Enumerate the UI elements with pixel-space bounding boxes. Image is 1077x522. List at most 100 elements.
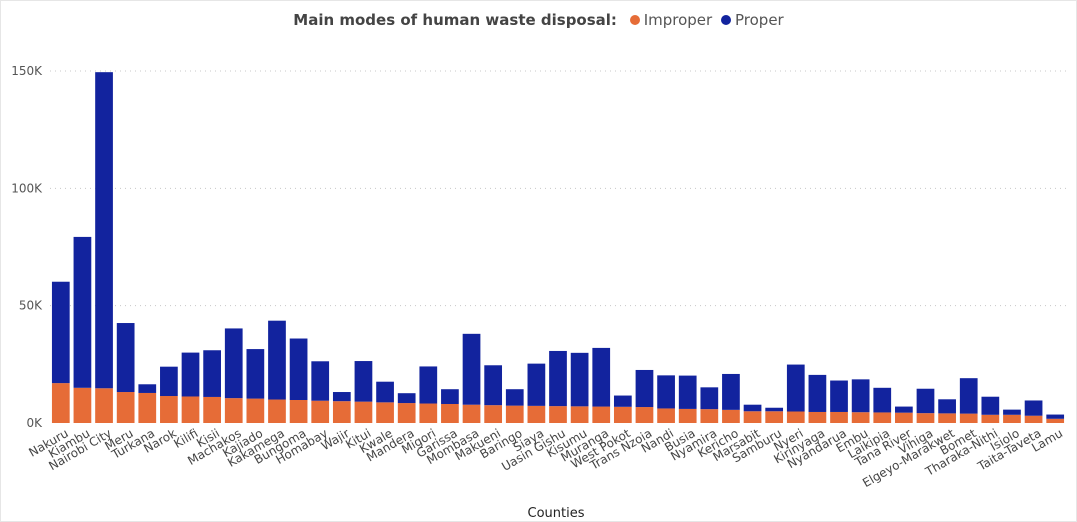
bar-improper-kisii[interactable] xyxy=(203,396,221,423)
bar-improper-trans-nzoia[interactable] xyxy=(635,407,654,423)
bar-improper-nyandarua[interactable] xyxy=(830,411,848,423)
bar-improper-garissa[interactable] xyxy=(441,403,459,423)
bar-improper-mombasa[interactable] xyxy=(462,404,481,423)
bar-proper-meru[interactable] xyxy=(116,323,135,393)
bar-improper-samburu[interactable] xyxy=(765,411,784,423)
bar-improper-laikipia[interactable] xyxy=(873,412,892,423)
bar-proper-taita-taveta[interactable] xyxy=(1024,400,1043,416)
bar-proper-marsabit[interactable] xyxy=(743,404,762,412)
bar-improper-lamu[interactable] xyxy=(1046,418,1065,423)
bar-improper-uasin-gishu[interactable] xyxy=(549,406,567,423)
bar-proper-uasin-gishu[interactable] xyxy=(549,350,567,407)
bar-improper-kakamega[interactable] xyxy=(268,399,286,423)
bar-improper-kiambu[interactable] xyxy=(73,387,92,423)
bar-improper-nairobi-city[interactable] xyxy=(95,388,113,423)
legend-proper-swatch[interactable] xyxy=(721,15,731,25)
bar-improper-nandi[interactable] xyxy=(657,408,675,423)
bar-proper-garissa[interactable] xyxy=(441,389,459,404)
bar-improper-meru[interactable] xyxy=(116,392,135,423)
bar-improper-kirinyaga[interactable] xyxy=(808,411,827,423)
bar-improper-baringo[interactable] xyxy=(505,405,524,423)
bar-proper-nyandarua[interactable] xyxy=(830,380,848,412)
bar-improper-muranga[interactable] xyxy=(592,406,611,423)
legend-improper-swatch[interactable] xyxy=(629,15,640,25)
bar-proper-lamu[interactable] xyxy=(1046,414,1065,419)
bar-proper-nyeri[interactable] xyxy=(786,364,805,412)
bar-improper-narok[interactable] xyxy=(160,396,178,423)
bar-improper-kericho[interactable] xyxy=(722,409,740,423)
bar-improper-kilifi[interactable] xyxy=(181,396,200,423)
bar-improper-homabay[interactable] xyxy=(311,400,330,423)
bar-improper-vihiga[interactable] xyxy=(916,413,935,423)
bar-proper-homabay[interactable] xyxy=(311,361,330,401)
bar-proper-kisumu[interactable] xyxy=(570,352,589,407)
bar-proper-nairobi-city[interactable] xyxy=(95,72,113,389)
bar-proper-nakuru[interactable] xyxy=(51,281,70,384)
bar-proper-kwale[interactable] xyxy=(376,381,394,403)
bar-proper-tana-river[interactable] xyxy=(895,406,913,413)
bar-proper-embu[interactable] xyxy=(851,379,870,413)
bar-improper-nyamira[interactable] xyxy=(700,409,719,423)
bar-improper-wajir[interactable] xyxy=(332,401,351,423)
bar-proper-muranga[interactable] xyxy=(592,347,611,407)
bar-proper-makueni[interactable] xyxy=(484,365,503,406)
bar-proper-bungoma[interactable] xyxy=(289,338,308,401)
bar-improper-taita-taveta[interactable] xyxy=(1024,415,1043,423)
bar-improper-nyeri[interactable] xyxy=(786,411,805,423)
bar-improper-mandera[interactable] xyxy=(397,403,416,423)
bar-proper-baringo[interactable] xyxy=(505,389,524,406)
bar-improper-kwale[interactable] xyxy=(376,402,394,423)
bar-proper-kitui[interactable] xyxy=(354,361,373,402)
bar-improper-kitui[interactable] xyxy=(354,401,373,423)
bar-proper-mandera[interactable] xyxy=(397,393,416,404)
bar-improper-bungoma[interactable] xyxy=(289,400,308,423)
bar-proper-siaya[interactable] xyxy=(527,363,546,406)
bar-proper-tharaka-nithi[interactable] xyxy=(981,396,1000,415)
legend-improper-label[interactable]: Improper xyxy=(643,11,713,29)
bar-proper-vihiga[interactable] xyxy=(916,388,935,414)
bar-improper-machakos[interactable] xyxy=(224,398,243,423)
bar-proper-turkana[interactable] xyxy=(138,384,157,393)
bar-proper-machakos[interactable] xyxy=(224,328,243,399)
bar-proper-wajir[interactable] xyxy=(332,392,351,402)
y-axis: 0K 50K 100K 150K xyxy=(11,64,43,430)
bar-improper-west-pokot[interactable] xyxy=(613,406,632,423)
bar-proper-kericho[interactable] xyxy=(722,373,740,410)
bar-proper-busia[interactable] xyxy=(678,375,697,409)
bar-proper-kirinyaga[interactable] xyxy=(808,374,827,412)
bar-proper-mombasa[interactable] xyxy=(462,333,481,405)
bar-improper-siaya[interactable] xyxy=(527,405,546,423)
bar-proper-kajiado[interactable] xyxy=(246,349,265,399)
bar-improper-busia[interactable] xyxy=(678,408,697,423)
bar-improper-turkana[interactable] xyxy=(138,392,157,423)
bar-proper-west-pokot[interactable] xyxy=(613,395,632,407)
bar-improper-kisumu[interactable] xyxy=(570,406,589,423)
bar-improper-nakuru[interactable] xyxy=(51,383,70,423)
bar-proper-elgeyo-marakwet[interactable] xyxy=(938,399,956,414)
bar-proper-kilifi[interactable] xyxy=(181,352,200,397)
bar-proper-nandi[interactable] xyxy=(657,375,675,409)
bar-proper-samburu[interactable] xyxy=(765,407,784,412)
bar-improper-kajiado[interactable] xyxy=(246,398,265,423)
bar-proper-migori[interactable] xyxy=(419,366,438,404)
bar-improper-marsabit[interactable] xyxy=(743,411,762,423)
bar-proper-kakamega[interactable] xyxy=(268,320,286,400)
bar-improper-isiolo[interactable] xyxy=(1003,414,1021,423)
bar-improper-tharaka-nithi[interactable] xyxy=(981,414,1000,423)
bar-improper-tana-river[interactable] xyxy=(895,412,913,423)
bar-proper-kisii[interactable] xyxy=(203,350,221,397)
legend-proper-label[interactable]: Proper xyxy=(735,11,784,29)
bar-improper-embu[interactable] xyxy=(851,412,870,423)
bar-improper-migori[interactable] xyxy=(419,403,438,423)
bar-proper-trans-nzoia[interactable] xyxy=(635,369,654,408)
bar-proper-laikipia[interactable] xyxy=(873,387,892,413)
bar-proper-kiambu[interactable] xyxy=(73,236,92,388)
bar-improper-bomet[interactable] xyxy=(959,413,978,423)
bar-proper-isiolo[interactable] xyxy=(1003,409,1021,415)
bar-proper-nyamira[interactable] xyxy=(700,387,719,410)
bar-proper-bomet[interactable] xyxy=(959,378,978,414)
bar-improper-elgeyo-marakwet[interactable] xyxy=(938,413,956,423)
bar-improper-makueni[interactable] xyxy=(484,405,503,423)
bar-proper-narok[interactable] xyxy=(160,366,178,397)
